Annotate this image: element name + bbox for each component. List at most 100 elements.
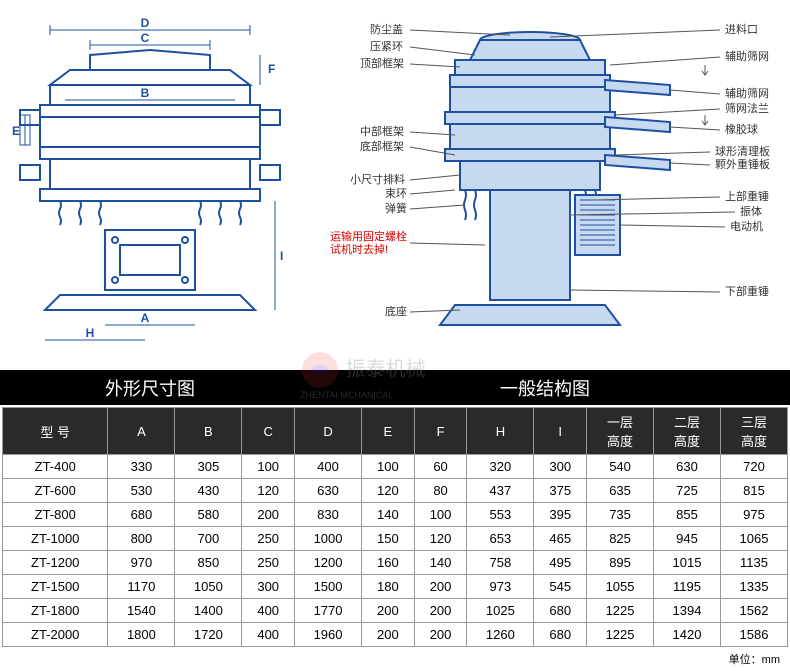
table-header: A xyxy=(108,408,175,455)
label-small-outlet: 小尺寸排料 xyxy=(350,172,405,186)
watermark: 振泰机械 ZHENTAI MCHANICAL xyxy=(300,350,426,400)
table-cell: 680 xyxy=(534,623,587,647)
table-cell: 1200 xyxy=(295,551,362,575)
table-cell: 530 xyxy=(108,479,175,503)
table-cell: 635 xyxy=(587,479,654,503)
table-cell: 250 xyxy=(242,527,295,551)
table-row: ZT-800680580200830140100553395735855975 xyxy=(3,503,788,527)
table-cell: 720 xyxy=(720,455,787,479)
table-cell: 1720 xyxy=(175,623,242,647)
table-cell: 1225 xyxy=(587,599,654,623)
table-row: ZT-1500117010503001500180200973545105511… xyxy=(3,575,788,599)
table-cell: 305 xyxy=(175,455,242,479)
table-cell: 395 xyxy=(534,503,587,527)
table-cell: 1420 xyxy=(654,623,721,647)
table-cell: 725 xyxy=(654,479,721,503)
watermark-text: 振泰机械 xyxy=(346,358,426,380)
table-cell: 200 xyxy=(362,623,415,647)
table-cell: 1195 xyxy=(654,575,721,599)
label-upper-hammer: 上部重锤 xyxy=(725,189,769,203)
table-cell: 400 xyxy=(295,455,362,479)
table-body: ZT-40033030510040010060320300540630720ZT… xyxy=(3,455,788,647)
table-cell: 758 xyxy=(467,551,534,575)
table-cell: ZT-1200 xyxy=(3,551,108,575)
dim-c: C xyxy=(141,31,150,45)
table-cell: 630 xyxy=(295,479,362,503)
table-cell: 1770 xyxy=(295,599,362,623)
table-cell: 430 xyxy=(175,479,242,503)
table-row: ZT-2000180017204001960200200126068012251… xyxy=(3,623,788,647)
table-cell: ZT-1800 xyxy=(3,599,108,623)
table-cell: 1394 xyxy=(654,599,721,623)
table-cell: 300 xyxy=(534,455,587,479)
dim-h: H xyxy=(86,326,95,340)
table-cell: 160 xyxy=(362,551,415,575)
table-cell: ZT-1500 xyxy=(3,575,108,599)
table-cell: ZT-800 xyxy=(3,503,108,527)
table-cell: 120 xyxy=(414,527,467,551)
table-cell: 320 xyxy=(467,455,534,479)
table-cell: 400 xyxy=(242,623,295,647)
table-header: I xyxy=(534,408,587,455)
table-cell: 540 xyxy=(587,455,654,479)
unit-label: 单位：mm xyxy=(2,649,788,669)
table-cell: 1225 xyxy=(587,623,654,647)
label-dust-cover: 防尘盖 xyxy=(370,22,403,36)
table-cell: 437 xyxy=(467,479,534,503)
label-band: 束环 xyxy=(385,187,407,200)
table-cell: 1135 xyxy=(720,551,787,575)
table-cell: 200 xyxy=(414,575,467,599)
table-cell: 200 xyxy=(414,599,467,623)
table-cell: 970 xyxy=(108,551,175,575)
table-cell: 120 xyxy=(242,479,295,503)
dim-d: D xyxy=(141,16,150,30)
dimension-diagram: D C B F E xyxy=(0,0,300,370)
label-transport-bolt: 运输用固定螺栓 xyxy=(330,229,407,243)
label-inlet: 进料口 xyxy=(725,22,758,36)
table-cell: 80 xyxy=(414,479,467,503)
table-cell: 545 xyxy=(534,575,587,599)
table-cell: 100 xyxy=(362,455,415,479)
table-cell: ZT-2000 xyxy=(3,623,108,647)
table-row: ZT-40033030510040010060320300540630720 xyxy=(3,455,788,479)
table-cell: 120 xyxy=(362,479,415,503)
table-cell: 1170 xyxy=(108,575,175,599)
table-cell: 250 xyxy=(242,551,295,575)
label-aux-screen2: 辅助筛网 xyxy=(725,86,769,100)
label-rubber-ball: 橡胶球 xyxy=(725,122,758,136)
table-row: ZT-60053043012063012080437375635725815 xyxy=(3,479,788,503)
table-header: 型 号 xyxy=(3,408,108,455)
table-cell: 1400 xyxy=(175,599,242,623)
table-cell: ZT-400 xyxy=(3,455,108,479)
structure-diagram: 防尘盖 压紧环 顶部框架 中部框架 底部框架 小尺寸排料 束环 弹簧 运输用固定… xyxy=(300,0,790,370)
table-cell: ZT-600 xyxy=(3,479,108,503)
dimension-svg: D C B F E xyxy=(10,10,290,360)
table-cell: 895 xyxy=(587,551,654,575)
spec-table: 型 号ABCDEFHI一层高度二层高度三层高度 ZT-4003303051004… xyxy=(2,407,788,647)
table-header: D xyxy=(295,408,362,455)
label-aux-screen1: 辅助筛网 xyxy=(725,49,769,63)
table-cell: 1065 xyxy=(720,527,787,551)
structure-svg: 防尘盖 压紧环 顶部框架 中部框架 底部框架 小尺寸排料 束环 弹簧 运输用固定… xyxy=(310,10,780,360)
table-cell: 140 xyxy=(362,503,415,527)
table-header: H xyxy=(467,408,534,455)
table-row: ZT-1200970850250120016014075849589510151… xyxy=(3,551,788,575)
table-cell: 1960 xyxy=(295,623,362,647)
table-cell: 495 xyxy=(534,551,587,575)
table-cell: 1050 xyxy=(175,575,242,599)
table-cell: 375 xyxy=(534,479,587,503)
table-header: F xyxy=(414,408,467,455)
dim-f: F xyxy=(268,62,275,76)
label-clamp-ring: 压紧环 xyxy=(370,40,403,53)
table-cell: 330 xyxy=(108,455,175,479)
table-cell: 180 xyxy=(362,575,415,599)
dim-i: I xyxy=(280,249,283,263)
table-cell: 1540 xyxy=(108,599,175,623)
dim-a: A xyxy=(141,311,150,325)
table-cell: 1800 xyxy=(108,623,175,647)
watermark-sub: ZHENTAI MCHANICAL xyxy=(300,390,426,400)
label-mid-frame: 中部框架 xyxy=(360,124,404,138)
table-header: E xyxy=(362,408,415,455)
table-cell: 300 xyxy=(242,575,295,599)
table-cell: 60 xyxy=(414,455,467,479)
